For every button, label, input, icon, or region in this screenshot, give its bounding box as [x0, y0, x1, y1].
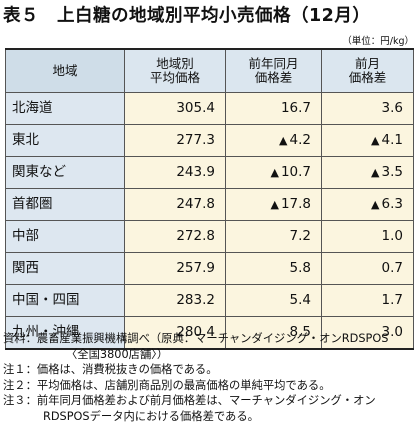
mom-difference-cell: 0.7 [321, 252, 414, 285]
yoy-difference-cell-value: 8.5 [289, 323, 311, 340]
negative-triangle-icon: ▲ [371, 165, 380, 179]
notes-section: 資料：農畜産業振興機構調べ（原典：マーチャンダイジング・オンRDSPOS 〈全国… [3, 331, 417, 424]
mom-difference-cell-value: 3.0 [381, 323, 403, 340]
note-3: 注３：前年同月価格差および前月価格差は、マーチャンダイジング・オン [3, 394, 376, 407]
mom-difference-cell-value: 6.3 [381, 195, 403, 212]
yoy-difference-cell: ▲ 10.7 [225, 156, 322, 189]
unit-label: （単位：円/kg） [342, 36, 414, 47]
average-price-cell: 257.9 [124, 252, 226, 285]
region-cell: 北海道 [5, 92, 125, 125]
region-cell: 関西 [5, 252, 125, 285]
yoy-difference-cell-value: 5.4 [289, 291, 311, 308]
region-cell: 九州・沖縄 [5, 316, 125, 350]
table-row: 北海道 305.4 16.7 3.6 [5, 92, 414, 125]
average-price-cell: 272.8 [124, 220, 226, 253]
yoy-difference-cell-value: 17.8 [280, 195, 311, 212]
note-2: 注２：平均価格は、店舗別商品別の最高価格の単純平均である。 [3, 378, 331, 392]
mom-difference-cell: 1.7 [321, 284, 414, 317]
yoy-difference-cell: 5.4 [225, 284, 322, 317]
average-price-cell: 283.2 [124, 284, 226, 317]
yoy-difference-cell: ▲ 4.2 [225, 124, 322, 157]
region-cell: 中国・四国 [5, 284, 125, 317]
yoy-difference-cell-value: 16.7 [280, 99, 311, 116]
table-row: 中国・四国 283.2 5.4 1.7 [5, 284, 414, 317]
source-note: 資料：農畜産業振興機構調べ（原典：マーチャンダイジング・オンRDSPOS [3, 332, 389, 345]
mom-difference-cell: 3.0 [321, 316, 414, 350]
yoy-difference-cell-value: 7.2 [289, 227, 311, 244]
yoy-difference-cell-value: 5.8 [289, 259, 311, 276]
note-3-cont: RDSPOSデータ内における価格差である。 [43, 409, 259, 423]
negative-triangle-icon: ▲ [270, 197, 279, 211]
negative-triangle-icon: ▲ [371, 197, 380, 211]
region-cell: 首都圏 [5, 188, 125, 221]
table-row: 中部 272.8 7.2 1.0 [5, 220, 414, 253]
header-mom-difference: 前月 価格差 [321, 48, 414, 93]
table-row: 東北 277.3 ▲ 4.2 ▲ 4.1 [5, 124, 414, 157]
mom-difference-cell: 3.6 [321, 92, 414, 125]
average-price-cell: 277.3 [124, 124, 226, 157]
negative-triangle-icon: ▲ [279, 133, 288, 147]
region-cell: 関東など [5, 156, 125, 189]
yoy-difference-cell: 16.7 [225, 92, 322, 125]
source-note-cont: 〈全国3800店舗〉） [66, 347, 169, 361]
yoy-difference-cell: 7.2 [225, 220, 322, 253]
average-price-cell: 243.9 [124, 156, 226, 189]
mom-difference-cell: ▲ 4.1 [321, 124, 414, 157]
yoy-difference-cell: 5.8 [225, 252, 322, 285]
mom-difference-cell: ▲ 3.5 [321, 156, 414, 189]
yoy-difference-cell-value: 10.7 [280, 163, 311, 180]
mom-difference-cell-value: 1.7 [381, 291, 403, 308]
header-yoy-difference: 前年同月 価格差 [225, 48, 322, 93]
table-row: 九州・沖縄 280.4 8.5 3.0 [5, 316, 414, 350]
table-row: 関西 257.9 5.8 0.7 [5, 252, 414, 285]
mom-difference-cell-value: 3.6 [381, 99, 403, 116]
negative-triangle-icon: ▲ [371, 133, 380, 147]
region-cell: 中部 [5, 220, 125, 253]
region-cell: 東北 [5, 124, 125, 157]
mom-difference-cell-value: 4.1 [381, 131, 403, 148]
average-price-cell: 305.4 [124, 92, 226, 125]
price-table: 地域 地域別 平均価格 前年同月 価格差 前月 価格差 北海道 305.4 16.7 3.6… [5, 48, 414, 350]
header-row: 地域 地域別 平均価格 前年同月 価格差 前月 価格差 [5, 48, 414, 93]
mom-difference-cell: ▲ 6.3 [321, 188, 414, 221]
mom-difference-cell-value: 1.0 [381, 227, 403, 244]
yoy-difference-cell: ▲ 17.8 [225, 188, 322, 221]
average-price-cell: 247.8 [124, 188, 226, 221]
mom-difference-cell-value: 0.7 [381, 259, 403, 276]
header-average-price: 地域別 平均価格 [124, 48, 226, 93]
table-body: 北海道 305.4 16.7 3.6 東北 277.3 ▲ 4.2 ▲ 4.1 関東など 243.9 ▲… [5, 92, 414, 350]
yoy-difference-cell: 8.5 [225, 316, 322, 350]
table-row: 関東など 243.9 ▲ 10.7 ▲ 3.5 [5, 156, 414, 189]
mom-difference-cell-value: 3.5 [381, 163, 403, 180]
yoy-difference-cell-value: 4.2 [289, 131, 311, 148]
mom-difference-cell: 1.0 [321, 220, 414, 253]
table-title: 表５ 上白糖の地域別平均小売価格（12月） [3, 6, 371, 26]
note-1: 注１：価格は、消費税抜きの価格である。 [3, 363, 218, 376]
negative-triangle-icon: ▲ [270, 165, 279, 179]
table-row: 首都圏 247.8 ▲ 17.8 ▲ 6.3 [5, 188, 414, 221]
header-region: 地域 [5, 48, 125, 93]
